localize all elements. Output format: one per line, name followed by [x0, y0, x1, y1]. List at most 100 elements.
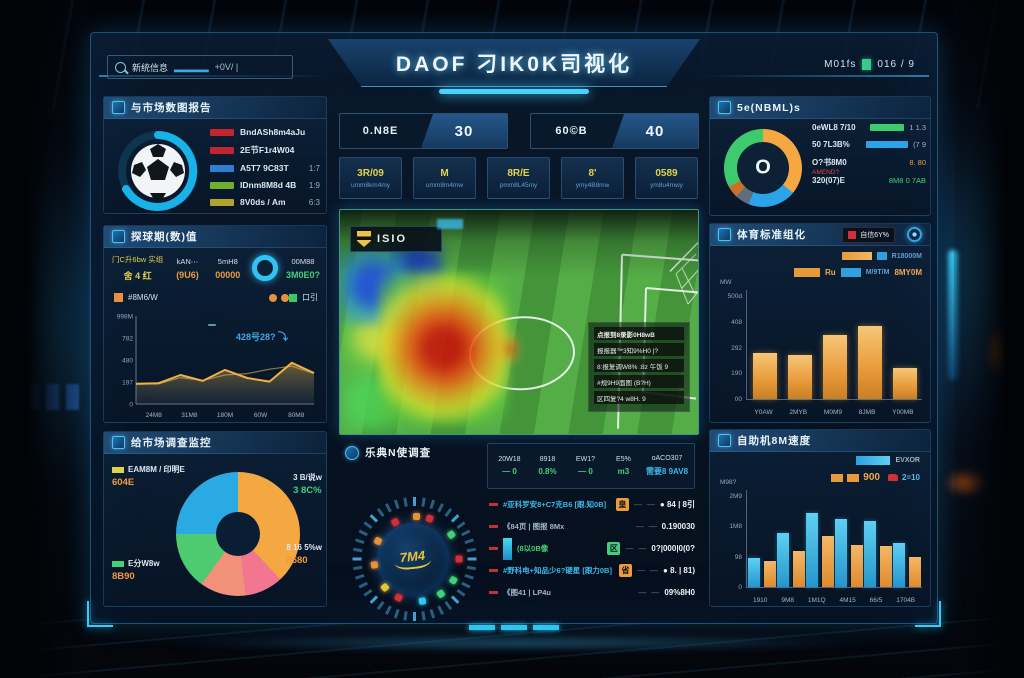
gauge-tick [421, 611, 426, 621]
kpi-card-sublabel: pmm8L45my [499, 181, 538, 189]
standards-bar-chart[interactable]: MW 500d 408 292 190 00 Y0AW 2MYB M0M9 8JMB Y00MB [718, 279, 924, 416]
legend-label: 320(07)E [812, 176, 845, 185]
gauge-tick [467, 557, 477, 561]
bar[interactable] [776, 533, 789, 587]
x-tick-label: 2MYB [789, 409, 808, 416]
panel-share-donut: 5e(NBML)s O 0eWL8 7/10 1 1.3 50 7L3B% (7 9 O… [709, 96, 931, 216]
gauge-tick [456, 521, 466, 530]
trend-line-chart[interactable]: 428号28? ⤵ 998M 782 480 197 0 24M8 31M8 180M 60W 8… [110, 308, 318, 420]
search-suffix: +0V/ | [214, 62, 239, 72]
callout-value: 3 8C% [293, 485, 322, 496]
bar[interactable] [787, 355, 812, 399]
kpi-card-value: 0589 [655, 167, 678, 179]
bar[interactable] [835, 519, 848, 587]
share-donut-chart[interactable]: O [724, 129, 802, 207]
legend-label: M/9T/M [865, 269, 890, 276]
panel-icon [112, 436, 125, 449]
target-icon[interactable] [907, 227, 922, 242]
legend-swatch [210, 146, 234, 154]
x-axis: Y0AW 2MYB M0M9 8JMB Y00MB [746, 409, 922, 416]
row-dash: — [650, 566, 659, 575]
table-row[interactable]: 《图41 | LP4u — — 09%8H0 [489, 583, 695, 602]
bar[interactable] [893, 543, 906, 587]
gauge-marker [370, 560, 379, 569]
bar[interactable] [851, 545, 864, 587]
legend-item: 0eWL8 7/10 1 1.3 [812, 123, 926, 132]
bar[interactable] [892, 368, 917, 399]
legend-item: A5T7 9C83T 1:7 [210, 163, 320, 173]
stat-bottom-value: 舍 4 红 [123, 271, 152, 281]
panel-team-report: 与市场数图报告 BndASh8m4aJu 2E节F1r4W04 A5T7 9C83T… [103, 96, 327, 214]
legend-label: 0eWL8 7/10 [812, 123, 856, 132]
kpi-card-sublabel: ymy4B8mw [575, 181, 610, 189]
bar[interactable] [822, 335, 847, 399]
row-dash: — [651, 588, 660, 597]
legend-swatch-blue [840, 268, 861, 277]
table-row[interactable]: (8以0B像 区 — — 0?|000|0(0? [489, 537, 695, 560]
speed-legend-2: 900 2=10 [831, 472, 920, 483]
panel-header: 乐典N使调查 [345, 445, 431, 460]
panel-icon [112, 230, 125, 243]
bar[interactable] [880, 546, 893, 587]
cyan-light-bar [948, 250, 958, 380]
callout-value: 8B90 [112, 571, 135, 582]
panel-standards-bars: 体育标准组化 自信6Y% R18000M Ru M/9T/M 8MY0M MW … [709, 223, 931, 423]
legend-item: 50 7L3B% (7 9 [812, 140, 926, 149]
bar[interactable] [909, 557, 922, 587]
table-row[interactable]: #亚科罗安8+C7克B6 [跟.知0B] 皇 — — ● 84 | 8引 [489, 495, 695, 514]
tooltip-row: 报报器™3知9%H0 |? [594, 343, 684, 356]
table-row[interactable]: #野科电+知品少6?硬星 [跟力0B] 省 — — ● 8. | 81) [489, 561, 695, 580]
team-tag: ISIO [350, 219, 463, 252]
table-row[interactable]: 《84页 | 图报 8Mx — — 0.190030 [489, 517, 695, 536]
gauge-tick [355, 538, 365, 545]
bar[interactable] [857, 326, 882, 399]
kpi-card-sublabel: ym8u4mwy [650, 181, 683, 189]
search-icon [115, 61, 126, 73]
dial-gauge[interactable]: 7M4 [347, 493, 479, 625]
row-label: (8以0B像 [517, 544, 549, 553]
bar[interactable] [821, 536, 834, 587]
trend-stats-row: 门C升6bw 实组舍 4 红 kAN⋯ (9U6) 5mH8 00000 00M88 3M0… [112, 254, 320, 282]
x-tick-label: 1910 [752, 597, 768, 604]
pitch-heatmap[interactable]: ISIO 点报到8录影0H8wB 报报器™3知9%H0 |? 8:报复调W8% :8… [339, 209, 699, 435]
market-pie-chart[interactable] [176, 472, 300, 596]
gauge-marker [455, 555, 463, 563]
row-value: 0.190030 [661, 522, 695, 531]
bar[interactable] [747, 558, 760, 587]
bar[interactable] [752, 353, 777, 399]
search-field[interactable]: 新统信息 ▂▂▂▂▂ +0V/ | [107, 55, 293, 79]
datetime-display[interactable]: M01fs 016 / 9 [824, 59, 915, 70]
row-dash: — [646, 500, 655, 509]
y-tick-label: 500d [727, 293, 742, 300]
alert-badge[interactable]: 自信6Y% [842, 226, 895, 243]
bar[interactable] [805, 513, 818, 587]
legend-swatch-orange [841, 252, 872, 260]
bar[interactable] [763, 561, 776, 587]
gauge-tick [393, 499, 400, 510]
legend-swatch [210, 198, 234, 206]
panel-icon [718, 228, 731, 241]
legend-note: AMEND? [812, 169, 840, 176]
bar[interactable] [792, 551, 805, 587]
svg-text:31M8: 31M8 [181, 412, 198, 419]
speed-bar-chart[interactable]: M98? 2M9 1M8 98 0 1910 9M8 1M1Q 4M15 66/5 1704B [718, 479, 924, 604]
svg-text:60W: 60W [254, 412, 268, 419]
search-label: 新统信息 [132, 62, 169, 73]
stat-top-label: 00M88 [291, 256, 315, 266]
kpi-box-2: 60©B 40 [530, 113, 699, 149]
row-dash: — [633, 500, 642, 509]
bar-group [805, 513, 834, 587]
team-tag-text: ISIO [377, 233, 408, 245]
gauge-tick [376, 507, 385, 518]
kpi-value-wrap: 30 [421, 114, 507, 148]
row-dash: — [635, 522, 644, 531]
strip-label: EW1? [575, 456, 595, 463]
x-axis: 1910 9M8 1M1Q 4M15 66/5 1704B [746, 597, 922, 604]
strip-value: — 0 [502, 467, 517, 476]
gauge-label: 7M4 [393, 547, 433, 571]
bar[interactable] [864, 521, 877, 587]
panel-title: 乐典N使调查 [365, 447, 432, 459]
floor-glow [170, 636, 870, 650]
speed-legend-1: EVXOR [856, 456, 920, 465]
y-axis: 2M9 1M8 98 0 [718, 490, 742, 591]
